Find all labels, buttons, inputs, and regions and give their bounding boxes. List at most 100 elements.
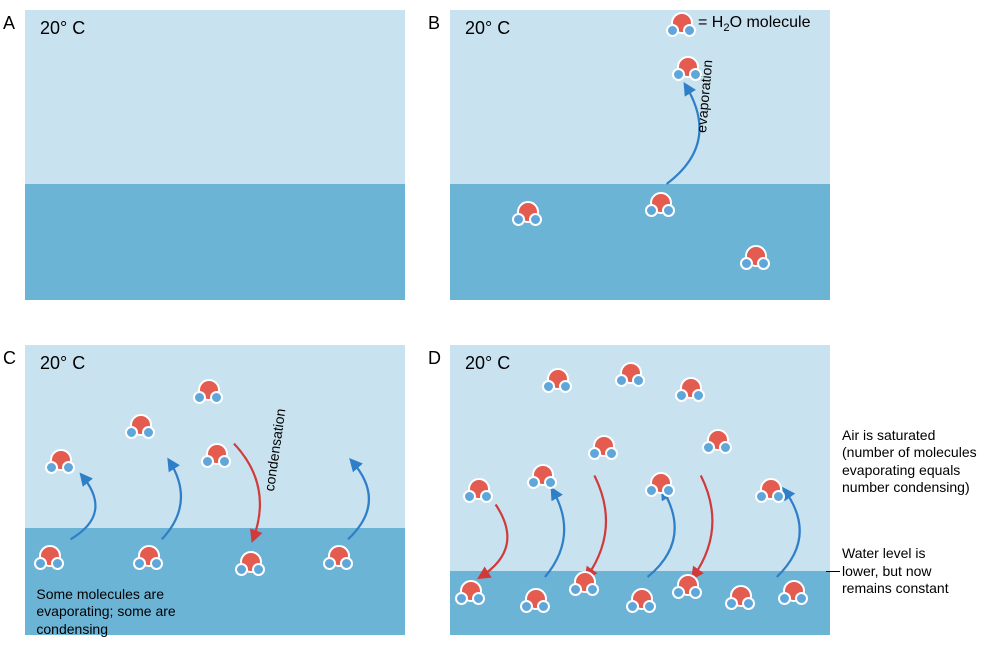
condensation-arrow (587, 476, 606, 578)
arrows-layer (450, 10, 830, 300)
water-molecule (544, 368, 568, 392)
hydrogen-atom (719, 441, 732, 454)
hydrogen-atom (51, 557, 64, 570)
panel-A: 20° C (25, 10, 405, 300)
water-molecule (704, 429, 728, 453)
hydrogen-atom (645, 484, 658, 497)
diagram-canvas: A 20° C B 20° Cevaporation C 20° Ccondensatio… (0, 0, 992, 668)
hydrogen-atom (537, 600, 550, 613)
condensation-arrow (693, 476, 712, 578)
water-molecule (237, 551, 261, 575)
hydrogen-atom (672, 68, 685, 81)
water-molecule (742, 245, 766, 269)
hydrogen-atom (672, 586, 685, 599)
evaporation-arrow (545, 490, 564, 577)
hydrogen-atom (692, 389, 705, 402)
water-molecule (647, 192, 671, 216)
water-molecule (36, 545, 60, 569)
panel-letter-B: B (428, 13, 440, 34)
legend-text: = H2O molecule (698, 14, 811, 34)
hydrogen-atom (529, 213, 542, 226)
hydrogen-atom (632, 374, 645, 387)
hydrogen-atom (323, 557, 336, 570)
hydrogen-atom (586, 583, 599, 596)
water-molecule (727, 585, 751, 609)
panel-letter-C: C (3, 348, 16, 369)
evaporation-arrow (648, 490, 675, 577)
evaporation-arrow (71, 476, 96, 540)
hydrogen-atom (133, 557, 146, 570)
panel-C: 20° CcondensationSome molecules are evap… (25, 345, 405, 635)
hydrogen-atom (757, 257, 770, 270)
side-annotation: Air is saturated (number of molecules ev… (842, 427, 992, 497)
water-molecule (677, 377, 701, 401)
hydrogen-atom (34, 557, 47, 570)
condensation-arrow (480, 505, 507, 578)
panel-D: 20° C (450, 345, 830, 635)
evaporation-arrow (777, 490, 800, 577)
water-molecule (195, 379, 219, 403)
water-molecule (668, 12, 692, 36)
hydrogen-atom (201, 455, 214, 468)
hydrogen-atom (544, 476, 557, 489)
hydrogen-atom (340, 557, 353, 570)
hydrogen-atom (455, 592, 468, 605)
evaporation-arrow (162, 461, 181, 539)
hydrogen-atom (252, 563, 265, 576)
water-molecule (203, 443, 227, 467)
hydrogen-atom (193, 391, 206, 404)
water-molecule (465, 478, 489, 502)
water-molecule (571, 571, 595, 595)
arrows-layer (25, 10, 405, 300)
hydrogen-atom (645, 204, 658, 217)
hydrogen-atom (542, 380, 555, 393)
hydrogen-atom (795, 592, 808, 605)
evaporation-arrow (667, 85, 700, 184)
hydrogen-atom (626, 600, 639, 613)
hydrogen-atom (150, 557, 163, 570)
hydrogen-atom (463, 490, 476, 503)
panel-letter-A: A (3, 13, 15, 34)
water-molecule (674, 574, 698, 598)
hydrogen-atom (615, 374, 628, 387)
water-molecule (780, 580, 804, 604)
hydrogen-atom (683, 24, 696, 37)
hydrogen-atom (480, 490, 493, 503)
hydrogen-atom (472, 592, 485, 605)
hydrogen-atom (725, 597, 738, 610)
leader-line (826, 571, 840, 572)
water-molecule (127, 414, 151, 438)
water-molecule (325, 545, 349, 569)
hydrogen-atom (689, 68, 702, 81)
evaporation-arrow (348, 461, 369, 539)
water-molecule (522, 588, 546, 612)
water-molecule (617, 362, 641, 386)
water-molecule (529, 464, 553, 488)
hydrogen-atom (588, 447, 601, 460)
water-molecule (628, 588, 652, 612)
hydrogen-atom (675, 389, 688, 402)
water-molecule (674, 56, 698, 80)
hydrogen-atom (527, 476, 540, 489)
hydrogen-atom (740, 257, 753, 270)
panel-letter-D: D (428, 348, 441, 369)
hydrogen-atom (45, 461, 58, 474)
hydrogen-atom (520, 600, 533, 613)
water-molecule (647, 472, 671, 496)
panel-B: 20° Cevaporation (450, 10, 830, 300)
water-molecule (47, 449, 71, 473)
water-molecule (135, 545, 159, 569)
side-annotation: Water level is lower, but now remains co… (842, 545, 992, 598)
water-molecule (757, 478, 781, 502)
water-molecule (514, 201, 538, 225)
hydrogen-atom (125, 426, 138, 439)
hydrogen-atom (569, 583, 582, 596)
hydrogen-atom (755, 490, 768, 503)
hydrogen-atom (512, 213, 525, 226)
panel-caption: Some molecules are evaporating; some are… (36, 586, 175, 639)
water-molecule (590, 435, 614, 459)
condensation-arrow (234, 444, 260, 540)
hydrogen-atom (235, 563, 248, 576)
hydrogen-atom (778, 592, 791, 605)
water-molecule (457, 580, 481, 604)
